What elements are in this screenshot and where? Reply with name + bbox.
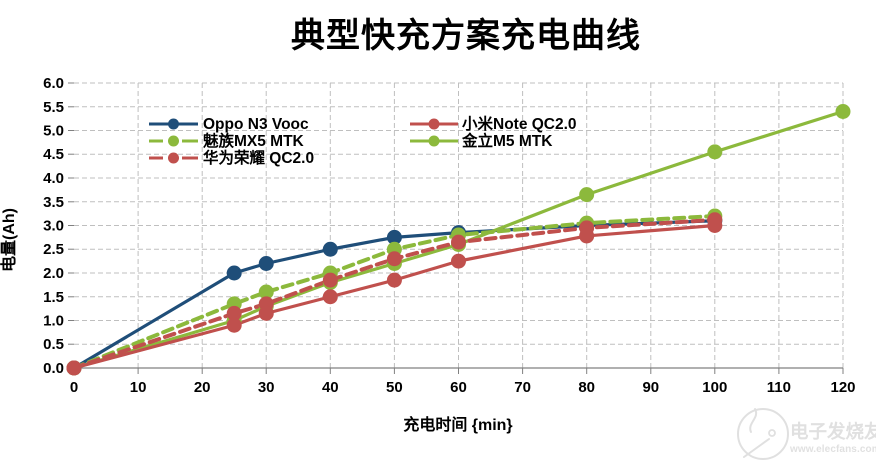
- svg-text:0.0: 0.0: [43, 360, 64, 377]
- svg-text:2.5: 2.5: [43, 241, 64, 258]
- svg-text:90: 90: [642, 379, 659, 396]
- svg-text:4.5: 4.5: [43, 146, 64, 163]
- svg-text:电量(Ah): 电量(Ah): [0, 208, 18, 272]
- svg-text:60: 60: [450, 379, 467, 396]
- svg-text:金立M5 MTK: 金立M5 MTK: [461, 131, 553, 150]
- svg-text:0: 0: [70, 379, 78, 396]
- svg-text:5.0: 5.0: [43, 123, 64, 140]
- svg-text:30: 30: [258, 379, 275, 396]
- svg-text:50: 50: [386, 379, 403, 396]
- svg-text:1.5: 1.5: [43, 289, 64, 306]
- svg-text:5.5: 5.5: [43, 99, 64, 116]
- svg-text:0.5: 0.5: [43, 336, 64, 353]
- svg-text:110: 110: [767, 379, 791, 396]
- svg-text:魅族MX5 MTK: 魅族MX5 MTK: [203, 131, 305, 150]
- svg-text:40: 40: [322, 379, 339, 396]
- svg-text:80: 80: [578, 379, 595, 396]
- svg-text:小米Note QC2.0: 小米Note QC2.0: [462, 114, 577, 133]
- svg-text:20: 20: [194, 379, 211, 396]
- svg-text:Oppo N3 Vooc: Oppo N3 Vooc: [203, 116, 309, 133]
- svg-text:华为荣耀 QC2.0: 华为荣耀 QC2.0: [203, 148, 314, 167]
- svg-text:6.0: 6.0: [43, 75, 64, 92]
- svg-text:电子发烧友: 电子发烧友: [790, 421, 876, 442]
- svg-text:2.0: 2.0: [43, 265, 64, 282]
- svg-text:70: 70: [514, 379, 531, 396]
- svg-text:4.0: 4.0: [43, 170, 64, 187]
- svg-text:www.elecfans.com: www.elecfans.com: [789, 444, 876, 455]
- svg-text:10: 10: [130, 379, 147, 396]
- svg-text:3.5: 3.5: [43, 194, 64, 211]
- svg-text:100: 100: [702, 379, 727, 396]
- svg-text:120: 120: [830, 379, 855, 396]
- svg-text:1.0: 1.0: [43, 313, 64, 330]
- svg-text:充电时间 {min}: 充电时间 {min}: [403, 415, 512, 434]
- svg-text:3.0: 3.0: [43, 218, 64, 235]
